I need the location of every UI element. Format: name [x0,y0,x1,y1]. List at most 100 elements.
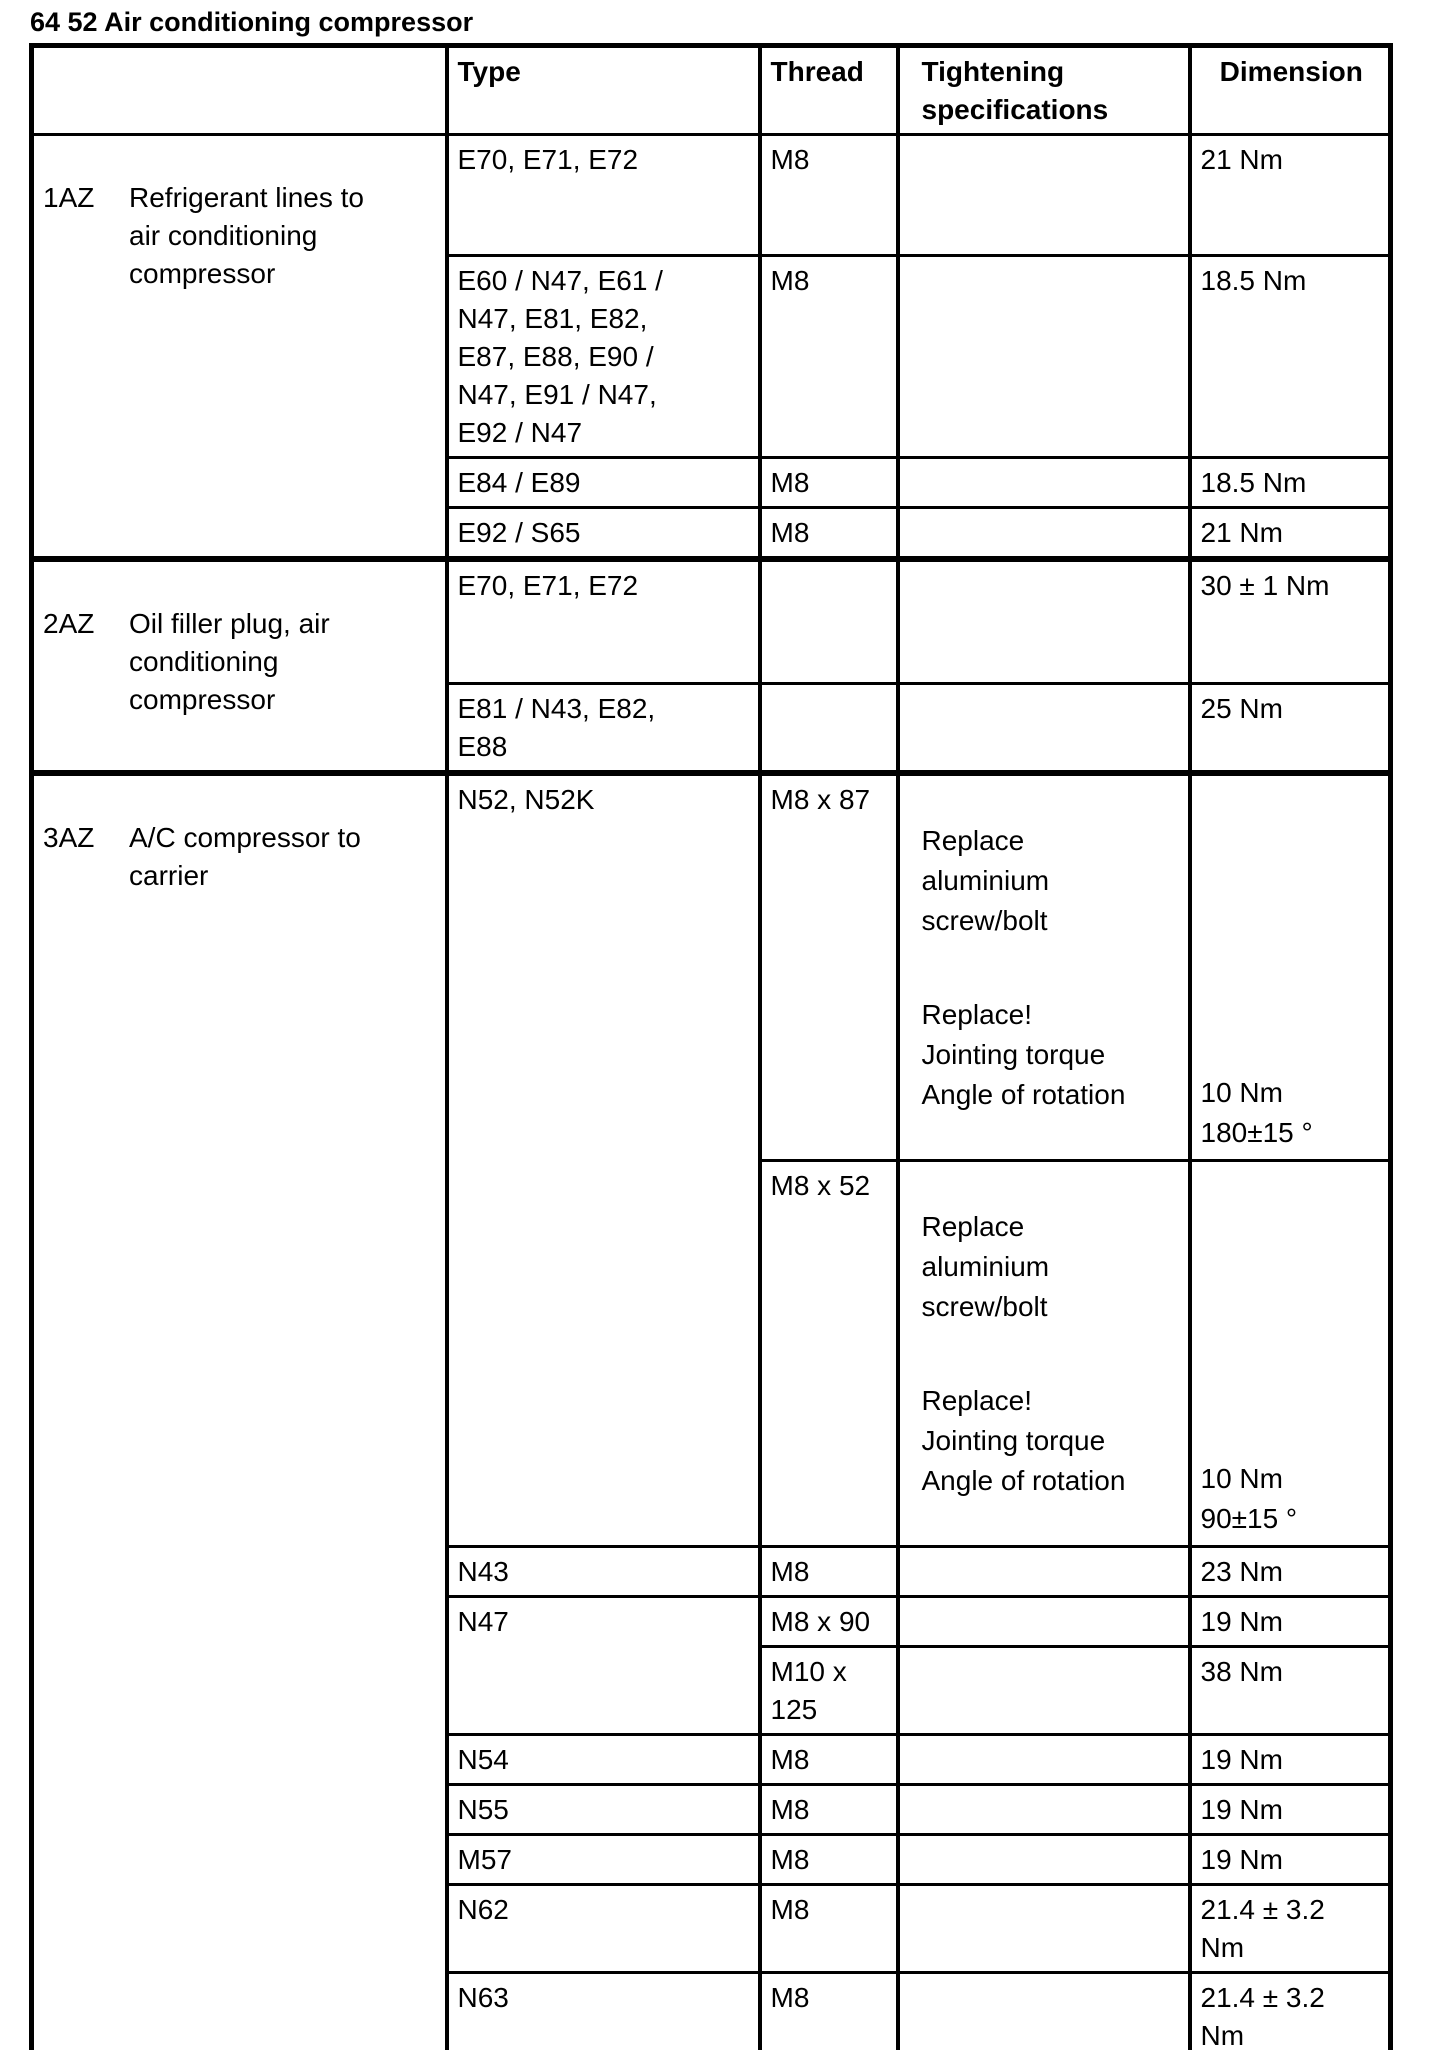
cell-specs [895,133,1192,257]
cell-dimension: 19 Nm [1187,1832,1393,1886]
table-row: 1AZ Refrigerant lines to air conditionin… [29,133,1393,561]
cell-specs [895,1544,1192,1598]
group-description: Refrigerant lines to air conditioning co… [129,182,365,289]
cell-type: E84 / E89 [444,456,762,509]
header-thread: Thread [757,44,900,136]
table-row: N43 M8 23 Nm [32,1544,1393,1598]
cell-type: N54 [444,1732,762,1786]
cell-specs [895,1882,1192,1974]
cell-thread: M8 x 90 [757,1594,900,1648]
cell-specs [895,681,1192,774]
cell-dimension: 21.4 ± 3.2 Nm [1187,1970,1393,2050]
cell-specs [895,556,1192,685]
table-row: N62 M8 21.4 ± 3.2 Nm [32,1882,1393,1974]
cell-thread: M8 [757,1882,900,1974]
cell-specs [895,1732,1192,1786]
cell-type: E60 / N47, E61 / N47, E81, E82, E87, E88… [444,254,762,459]
cell-type: N43 [444,1544,762,1598]
cell-dimension: 21.4 ± 3.2 Nm [1187,1882,1393,1974]
specs-torque-angle: Replace! Jointing torque Angle of rotati… [921,998,1126,1110]
cell-type: N62 [444,1882,762,1974]
cell-specs: Replace aluminium screw/bolt Replace! Jo… [895,1158,1192,1548]
cell-type: N55 [444,1782,762,1836]
table-row: 2AZ Oil filler plug, air conditioning co… [29,556,1393,774]
cell-thread: M8 [757,133,900,257]
table-row: E84 / E89 M8 18.5 Nm [32,456,1393,509]
group-id: 2AZ [43,608,95,639]
cell-type: N52, N52K [444,769,762,1548]
table-row: M57 M8 19 Nm [32,1832,1393,1886]
header-tightening-specifications: Tightening specifications [895,44,1192,136]
table-row: E81 / N43, E82, E88 25 Nm [32,681,1393,774]
cell-type: E70, E71, E72 [444,556,762,685]
cell-type: N63 [444,1970,762,2050]
cell-dimension: 18.5 Nm [1187,456,1393,509]
cell-type: E92 / S65 [444,506,762,561]
cell-thread [757,556,900,685]
cell-dimension: 19 Nm [1187,1594,1393,1648]
cell-specs [895,1594,1192,1648]
cell-specs: Replace aluminium screw/bolt Replace! Jo… [895,769,1192,1162]
cell-thread: M8 x 87 [757,769,900,1162]
cell-thread: M8 [757,1782,900,1836]
cell-dimension: 23 Nm [1187,1544,1393,1598]
cell-dimension: 21 Nm [1187,506,1393,561]
cell-thread: M8 [757,456,900,509]
cell-thread: M8 [757,506,900,561]
cell-thread: M10 x 125 [757,1644,900,1736]
table-row: M10 x 125 38 Nm [32,1644,1393,1736]
cell-description: 2AZ Oil filler plug, air conditioning co… [29,556,449,774]
cell-thread: M8 [757,254,900,459]
cell-dimension: 10 Nm 180±15 ° [1187,769,1393,1162]
cell-thread: M8 [757,1832,900,1886]
cell-type: M57 [444,1832,762,1886]
header-dimension: Dimension [1187,44,1393,136]
cell-dimension: 38 Nm [1187,1644,1393,1736]
cell-dimension: 10 Nm 90±15 ° [1187,1158,1393,1548]
cell-specs [895,254,1192,459]
group-description: Oil filler plug, air conditioning compre… [129,608,330,715]
table-row: N55 M8 19 Nm [32,1782,1393,1836]
table-row: N63 M8 21.4 ± 3.2 Nm [32,1970,1393,2050]
cell-thread: M8 [757,1544,900,1598]
table-row: E60 / N47, E61 / N47, E81, E82, E87, E88… [32,254,1393,459]
specs-torque-angle: Replace! Jointing torque Angle of rotati… [921,1384,1126,1496]
group-id: 1AZ [43,182,95,213]
group-id: 3AZ [43,821,95,853]
cell-specs [895,1970,1192,2050]
cell-thread [757,681,900,774]
cell-dimension: 19 Nm [1187,1782,1393,1836]
cell-specs [895,1644,1192,1736]
specs-replace-aluminium: Replace aluminium screw/bolt [921,1210,1050,1322]
cell-type: E70, E71, E72 [444,133,762,257]
cell-thread: M8 x 52 [757,1158,900,1548]
cell-dimension: 19 Nm [1187,1732,1393,1786]
cell-dimension: 18.5 Nm [1187,254,1393,459]
header-row: Type Thread Tightening specifications Di… [29,44,1393,136]
table-row: N54 M8 19 Nm [32,1732,1393,1786]
cell-thread: M8 [757,1970,900,2050]
cell-dimension: 21 Nm [1187,133,1393,257]
cell-description: 3AZ A/C compressor to carrier [29,769,449,2050]
cell-specs [895,506,1192,561]
header-type: Type [444,44,762,136]
cell-specs [895,1782,1192,1836]
header-corner [29,44,449,136]
cell-description: 1AZ Refrigerant lines to air conditionin… [29,133,449,561]
cell-specs [895,456,1192,509]
cell-specs [895,1832,1192,1886]
group-description: A/C compressor to carrier [129,821,361,891]
cell-dimension: 30 ± 1 Nm [1187,556,1393,685]
table-row: E92 / S65 M8 21 Nm [32,506,1393,561]
cell-type: E81 / N43, E82, E88 [444,681,762,774]
page-title: 64 52 Air conditioning compressor [30,7,474,37]
table-row: N47 M8 x 90 19 Nm [32,1594,1393,1736]
cell-type: N47 [444,1594,762,1736]
specs-replace-aluminium: Replace aluminium screw/bolt [921,824,1050,936]
table-row: 3AZ A/C compressor to carrier N52, N52K … [29,769,1393,2050]
spec-table: Type Thread Tightening specifications Di… [29,43,1393,2050]
cell-dimension: 25 Nm [1187,681,1393,774]
table-row: M8 x 52 Replace aluminium screw/bolt Rep… [32,1158,1393,1548]
cell-thread: M8 [757,1732,900,1786]
